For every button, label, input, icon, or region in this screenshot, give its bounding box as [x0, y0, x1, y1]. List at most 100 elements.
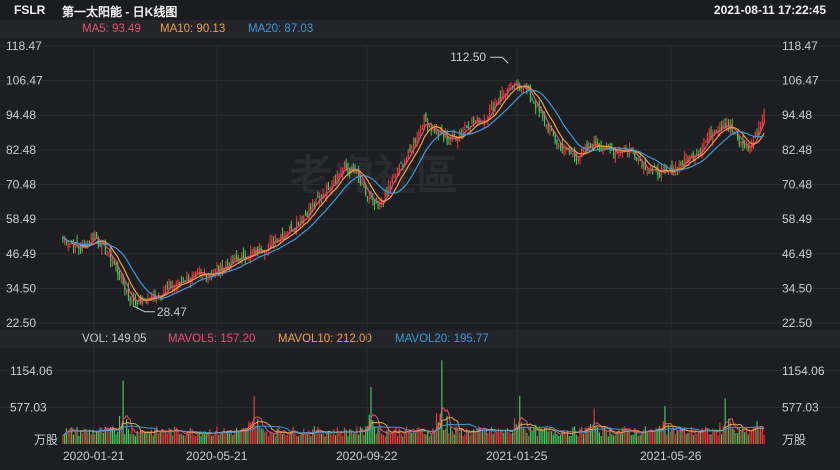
volume-bar — [444, 428, 446, 444]
candle-body — [451, 136, 454, 142]
volume-bar — [235, 428, 237, 444]
candle-body — [721, 125, 723, 129]
volume-bar — [108, 430, 110, 444]
candle-body — [503, 92, 505, 95]
candle-body — [490, 104, 492, 110]
volume-bar — [630, 435, 632, 444]
candle-body — [579, 155, 581, 162]
volume-bar — [713, 431, 716, 444]
volume-bar — [179, 434, 181, 444]
price-tick-label-right: 46.49 — [782, 247, 812, 261]
volume-bar — [329, 431, 331, 444]
candle-body — [297, 222, 299, 225]
candle-body — [632, 150, 634, 153]
volume-bar — [529, 426, 531, 444]
volume-tick-label-left: 577.03 — [10, 400, 47, 414]
volume-bar — [72, 434, 75, 444]
volume-bar — [297, 436, 299, 444]
volume-bar — [396, 435, 399, 444]
ma10-label: MA10: 90.13 — [160, 23, 226, 35]
volume-bar — [207, 433, 209, 444]
price-tick-label-left: 106.47 — [6, 74, 43, 88]
volume-bar — [565, 434, 567, 444]
volume-bar — [92, 429, 94, 444]
volume-bar — [430, 434, 432, 444]
candle-body — [71, 243, 73, 245]
volume-bar — [735, 433, 737, 444]
volume-bar — [710, 434, 712, 444]
candle-body — [421, 127, 423, 130]
candle-body — [358, 170, 360, 178]
volume-bar — [462, 435, 464, 444]
volume-bar — [76, 426, 78, 444]
volume-bar — [657, 428, 659, 444]
candle-body — [343, 165, 346, 167]
volume-bar — [218, 434, 220, 444]
candle-body — [180, 280, 183, 282]
volume-bar — [320, 433, 322, 444]
volume-unit-right: 万股 — [782, 433, 806, 447]
candle-body — [108, 251, 110, 254]
candle-body — [299, 220, 301, 223]
candle-body — [381, 202, 383, 204]
candle-body — [497, 99, 500, 104]
candle-body — [136, 300, 138, 305]
volume-bar — [71, 427, 73, 444]
candle-body — [487, 117, 489, 122]
candle-body — [140, 297, 142, 304]
candle-body — [101, 241, 103, 249]
candle-body — [575, 158, 577, 161]
candle-body — [572, 153, 574, 156]
volume-bar — [212, 435, 214, 444]
candle-body — [478, 119, 480, 125]
volume-bar — [614, 435, 616, 444]
candle-body — [473, 117, 475, 123]
candle-body — [758, 126, 760, 137]
candle-body — [517, 85, 519, 87]
candle-body — [680, 162, 682, 166]
candle-body — [195, 272, 197, 276]
volume-bar — [586, 428, 588, 444]
candle-body — [400, 163, 402, 165]
volume-bar — [510, 433, 512, 444]
candle-body — [552, 130, 554, 136]
volume-bar — [505, 430, 507, 444]
volume-bar — [650, 429, 652, 444]
volume-bar — [524, 428, 526, 444]
candle-body — [285, 234, 287, 237]
candle-body — [127, 288, 129, 297]
volume-bar — [359, 426, 361, 444]
candle-body — [717, 129, 719, 131]
volume-bar — [87, 432, 89, 444]
volume-bar — [338, 432, 340, 444]
candle-body — [288, 226, 291, 230]
candle-body — [508, 84, 510, 87]
date-tick-label: 2020-09-22 — [336, 449, 398, 463]
candle-body — [365, 183, 367, 195]
volume-bar — [350, 432, 353, 444]
volume-bar — [428, 436, 431, 444]
candle-body — [352, 166, 354, 170]
candle-body — [402, 164, 404, 167]
candle-body — [303, 216, 305, 223]
candle-body — [354, 167, 356, 172]
candle-body — [752, 140, 755, 146]
candle-body — [614, 151, 616, 158]
candle-body — [342, 168, 344, 175]
candle-body — [618, 150, 620, 153]
volume-bar — [281, 433, 284, 444]
volume-bar — [134, 436, 137, 444]
candle-body — [329, 187, 331, 189]
volume-bar — [203, 431, 206, 444]
candle-body — [405, 157, 407, 164]
volume-bar — [395, 427, 397, 444]
candle-body — [271, 239, 273, 243]
price-tick-label-left: 94.48 — [6, 108, 36, 122]
volume-bar — [636, 431, 638, 444]
candle-body — [535, 104, 537, 109]
volume-bar — [170, 429, 172, 444]
volume-bar — [343, 427, 346, 444]
price-tick-label-right: 106.47 — [782, 74, 819, 88]
volume-bar — [188, 434, 190, 444]
